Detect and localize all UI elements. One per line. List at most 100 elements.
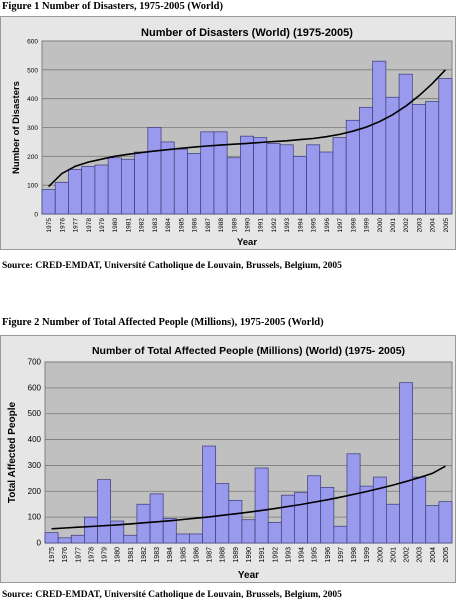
x-tick-label: 2005	[443, 218, 450, 233]
bar-1996	[319, 151, 334, 215]
bar-2004	[425, 505, 440, 544]
bar-1982	[134, 151, 149, 215]
bar-1978	[84, 516, 98, 544]
bar-1984	[160, 141, 175, 215]
disasters-chart-svg: Number of Disasters (World) (1975-2005) 0…	[11, 27, 453, 248]
bar-1979	[94, 164, 109, 215]
bar-1986	[187, 153, 202, 215]
x-tick-label: 1978	[88, 547, 95, 563]
x-tick-label: 1980	[112, 218, 119, 233]
figure-1-caption: Figure 1 Number of Disasters, 1975-2005 …	[2, 1, 223, 12]
x-tick-label: 1983	[152, 218, 159, 233]
bar-1975	[44, 532, 59, 544]
y-tick-label: 500	[27, 67, 38, 74]
x-tick-label: 1984	[165, 218, 172, 233]
figure-1-chart: Number of Disasters (World) (1975-2005) 0…	[0, 16, 456, 250]
x-tick-label: 1986	[193, 547, 200, 563]
y-tick-label: 500	[28, 409, 42, 418]
x-axis-label: Year	[238, 570, 259, 581]
bar-1976	[54, 181, 69, 215]
x-tick-label: 2002	[404, 547, 411, 563]
figure-2-caption: Figure 2 Number of Total Affected People…	[2, 317, 324, 328]
y-tick-label: 400	[27, 96, 38, 103]
bar-1995	[306, 144, 321, 215]
y-tick-label: 200	[27, 154, 38, 161]
x-tick-label: 1987	[205, 218, 212, 233]
x-tick-label: 1992	[271, 218, 278, 233]
y-tick-label: 600	[27, 39, 38, 46]
bar-1978	[81, 166, 96, 215]
x-tick-label: 1979	[99, 218, 106, 233]
x-tick-label: 1991	[259, 547, 266, 563]
x-tick-label: 2000	[377, 547, 384, 563]
x-tick-label: 1975	[46, 218, 53, 233]
bar-1999	[359, 106, 373, 215]
bar-1993	[279, 144, 294, 215]
bar-2003	[411, 104, 426, 215]
x-tick-label: 1985	[178, 218, 185, 233]
affected-people-chart-svg: Number of Total Affected People (Million…	[7, 345, 453, 581]
x-tick-label: 1990	[246, 547, 253, 563]
bar-1977	[70, 534, 85, 544]
chart-title: Number of Total Affected People (Million…	[92, 345, 405, 357]
x-tick-label: 2000	[377, 218, 384, 233]
bar-1981	[123, 534, 138, 544]
x-tick-label: 1985	[180, 547, 187, 563]
x-tick-label: 1981	[128, 547, 135, 563]
bar-2004	[425, 101, 440, 215]
bar-1993	[280, 494, 295, 544]
x-tick-label: 1999	[364, 218, 371, 233]
bar-1994	[292, 155, 307, 215]
x-tick-label: 1986	[192, 218, 199, 233]
y-tick-label: 400	[28, 435, 42, 444]
bar-1983	[149, 493, 164, 544]
bar-1987	[202, 445, 217, 544]
y-tick-label: 600	[28, 383, 42, 392]
bar-1996	[320, 487, 335, 544]
x-tick-label: 1980	[115, 547, 122, 563]
bar-2002	[399, 382, 413, 544]
bar-1987	[200, 131, 215, 215]
bar-1995	[307, 475, 322, 544]
x-tick-label: 1997	[338, 547, 345, 563]
x-tick-label: 2005	[443, 547, 450, 563]
y-tick-label: 100	[28, 513, 42, 522]
bar-1989	[226, 157, 241, 215]
x-tick-label: 1984	[167, 547, 174, 563]
x-tick-label: 1996	[324, 218, 331, 233]
bar-1980	[107, 157, 122, 215]
bar-1991	[254, 467, 269, 544]
bar-1980	[110, 520, 125, 544]
bar-1977	[68, 168, 83, 215]
x-tick-label: 1998	[350, 218, 357, 233]
bar-2002	[398, 73, 413, 215]
x-tick-label: 1982	[139, 218, 146, 233]
x-tick-label: 1993	[284, 218, 291, 233]
bar-1985	[175, 533, 190, 544]
figure-1-source: Source: CRED-EMDAT, Université Catholiqu…	[2, 261, 342, 271]
figure-2-chart: Number of Total Affected People (Million…	[0, 335, 456, 583]
x-tick-label: 1995	[311, 218, 318, 233]
chart-title: Number of Disasters (World) (1975-2005)	[141, 27, 353, 39]
y-tick-label: 700	[28, 358, 42, 367]
bar-1986	[189, 533, 203, 544]
x-tick-label: 2004	[430, 547, 437, 563]
bar-1998	[345, 119, 360, 215]
bar-1983	[147, 127, 162, 215]
bar-2005	[438, 501, 453, 544]
bar-2005	[438, 78, 453, 215]
bar-1992	[266, 143, 281, 215]
y-tick-label: 300	[27, 125, 38, 132]
x-tick-label: 2003	[417, 547, 424, 563]
bar-1994	[294, 492, 308, 544]
x-tick-label: 1975	[49, 547, 56, 563]
x-tick-label: 1977	[75, 547, 82, 563]
x-tick-label: 1987	[207, 547, 214, 563]
bar-1988	[215, 483, 230, 544]
figure-2-source: Source: CRED-EMDAT, Université Catholiqu…	[2, 590, 342, 600]
x-tick-label: 1988	[220, 547, 227, 563]
y-tick-label: 0	[34, 212, 38, 219]
x-tick-label: 1982	[141, 547, 148, 563]
bar-1975	[41, 189, 56, 215]
x-tick-label: 1979	[102, 547, 109, 563]
